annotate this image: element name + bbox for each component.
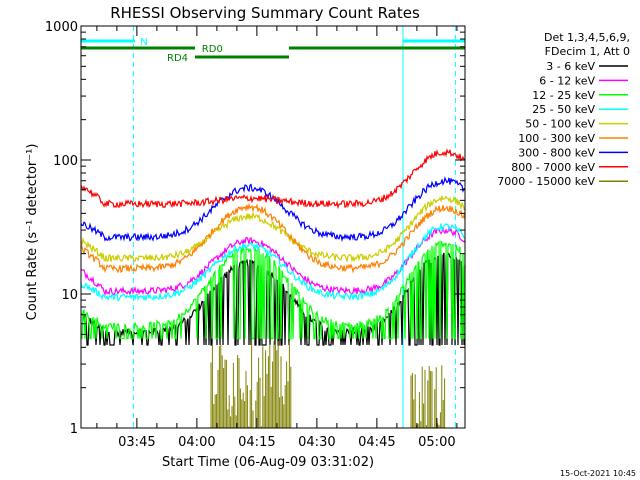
timestamp: 15-Oct-2021 10:45 xyxy=(560,469,636,478)
series-50-100kev xyxy=(80,194,466,264)
legend-label-2: 12 - 25 keV xyxy=(532,89,595,102)
series-800-7000kev xyxy=(80,148,466,210)
legend: Det 1,3,4,5,6,9, FDecim 1, Att 0 3 - 6 k… xyxy=(497,31,630,188)
x-tick-label-0345: 03:45 xyxy=(118,435,155,450)
axes-layer: 1 10 100 1000 03:45 04:00 04:15 04:30 04:45 05:00 xyxy=(45,20,466,450)
legend-header-line-1: Det 1,3,4,5,6,9, xyxy=(544,31,630,44)
plot-frame xyxy=(80,25,466,429)
y-tick-label-100: 100 xyxy=(53,154,78,169)
series-12-25kev xyxy=(81,240,466,340)
x-tick-label-0430: 04:30 xyxy=(298,435,335,450)
series-100-300kev xyxy=(80,202,466,274)
series-7000-15000kev xyxy=(210,340,446,428)
flag-rd4-label: RD4 xyxy=(167,53,188,64)
x-tick-label-0400: 04:00 xyxy=(178,435,215,450)
series-25-50kev xyxy=(80,223,466,302)
x-axis-label: Start Time (06-Aug-09 03:31:02) xyxy=(162,455,374,470)
legend-label-4: 50 - 100 keV xyxy=(525,118,595,131)
chart-title: RHESSI Observing Summary Count Rates xyxy=(110,4,420,22)
series-layer xyxy=(80,148,466,428)
flag-rd0-label: RD0 xyxy=(202,44,223,55)
flag-n-label: N xyxy=(140,37,147,48)
y-tick-label-1: 1 xyxy=(70,422,78,437)
legend-label-7: 800 - 7000 keV xyxy=(511,161,595,174)
y-tick-label-10: 10 xyxy=(61,288,78,303)
legend-header-line-2: FDecim 1, Att 0 xyxy=(545,45,630,58)
legend-label-1: 6 - 12 keV xyxy=(539,74,595,87)
flags-layer: N RD0 RD4 xyxy=(81,37,465,64)
legend-label-3: 25 - 50 keV xyxy=(532,103,595,116)
legend-label-8: 7000 - 15000 keV xyxy=(497,175,595,188)
x-tick-label-0415: 04:15 xyxy=(238,435,275,450)
legend-label-0: 3 - 6 keV xyxy=(546,60,595,73)
y-axis-label: Count Rate (s⁻¹ detector⁻¹) xyxy=(25,144,40,321)
legend-label-5: 100 - 300 keV xyxy=(518,132,595,145)
y-tick-label-1000: 1000 xyxy=(45,20,78,35)
x-tick-label-0445: 04:45 xyxy=(358,435,395,450)
legend-label-6: 300 - 800 keV xyxy=(518,146,595,159)
x-tick-label-0500: 05:00 xyxy=(418,435,455,450)
series-300-800kev xyxy=(80,176,466,243)
